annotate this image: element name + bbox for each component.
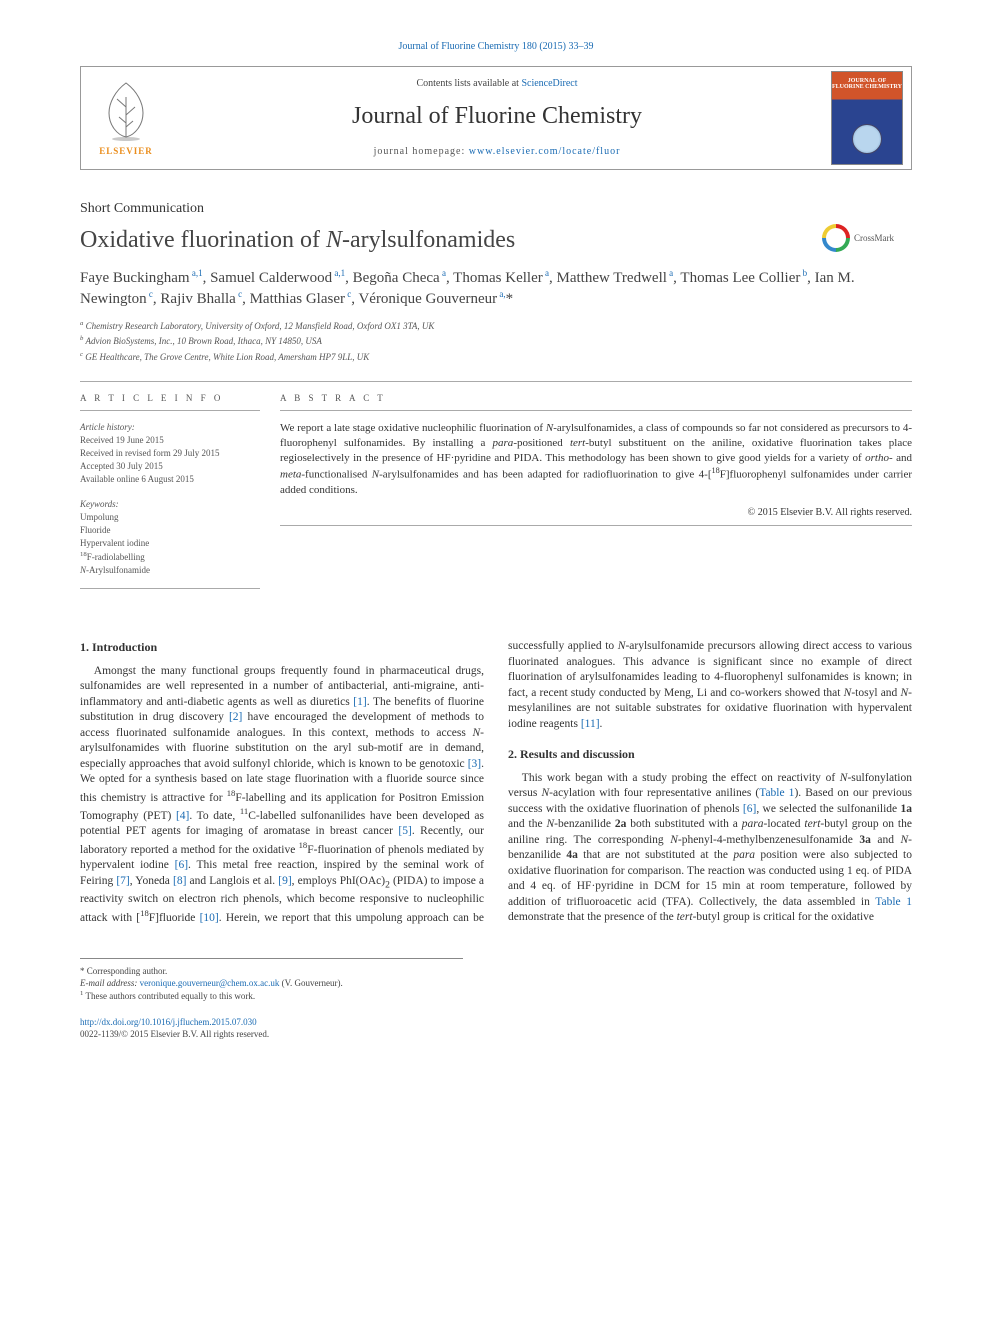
ref-10-link[interactable]: [10]	[200, 911, 219, 923]
history-label: Article history:	[80, 421, 260, 433]
ref-2-link[interactable]: [2]	[229, 711, 242, 723]
issn-line: 0022-1139/© 2015 Elsevier B.V. All right…	[80, 1028, 912, 1040]
contents-line: Contents lists available at ScienceDirec…	[181, 77, 813, 91]
keyword: Fluoride	[80, 524, 260, 536]
homepage-link[interactable]: www.elsevier.com/locate/fluor	[469, 146, 621, 157]
homepage-prefix: journal homepage:	[374, 146, 469, 157]
article-title: Oxidative fluorination of N-arylsulfonam…	[80, 224, 822, 256]
received: Received 19 June 2015	[80, 434, 260, 446]
header-center: Contents lists available at ScienceDirec…	[171, 69, 823, 166]
article-history: Article history: Received 19 June 2015 R…	[80, 421, 260, 486]
elsevier-label: ELSEVIER	[99, 145, 153, 157]
affiliation-b: b Advion BioSystems, Inc., 10 Brown Road…	[80, 334, 912, 347]
accepted: Accepted 30 July 2015	[80, 460, 260, 472]
journal-header: ELSEVIER Contents lists available at Sci…	[80, 66, 912, 170]
keywords-label: Keywords:	[80, 498, 260, 510]
section-1-heading: 1. Introduction	[80, 639, 484, 655]
ref-6-link[interactable]: [6]	[175, 859, 188, 871]
contents-prefix: Contents lists available at	[416, 78, 521, 89]
available-online: Available online 6 August 2015	[80, 473, 260, 485]
corresponding-label: * Corresponding author.	[80, 965, 463, 977]
ref-5-link[interactable]: [5]	[398, 825, 411, 837]
ref-1-link[interactable]: [1]	[353, 696, 366, 708]
email-line: E-mail address: veronique.gouverneur@che…	[80, 977, 463, 989]
journal-title: Journal of Fluorine Chemistry	[181, 100, 813, 132]
keyword: 18F-radiolabelling	[80, 550, 260, 563]
email-label: E-mail address:	[80, 978, 140, 988]
homepage-line: journal homepage: www.elsevier.com/locat…	[181, 145, 813, 159]
article-type: Short Communication	[80, 200, 912, 219]
abstract-text: We report a late stage oxidative nucleop…	[280, 421, 912, 498]
email-who: (V. Gouverneur).	[279, 978, 342, 988]
sciencedirect-link[interactable]: ScienceDirect	[521, 78, 577, 89]
email-link[interactable]: veronique.gouverneur@chem.ox.ac.uk	[140, 978, 280, 988]
rule-info-bottom	[80, 588, 260, 589]
body-text: 1. Introduction Amongst the many functio…	[80, 639, 912, 929]
elsevier-tree-icon	[95, 77, 157, 143]
elsevier-logo: ELSEVIER	[81, 68, 171, 168]
received-revised: Received in revised form 29 July 2015	[80, 447, 260, 459]
affiliation-c: c GE Healthcare, The Grove Centre, White…	[80, 350, 912, 363]
ref-7-link[interactable]: [7]	[116, 875, 129, 887]
crossmark-icon	[822, 224, 850, 252]
keywords: Keywords: Umpolung Fluoride Hypervalent …	[80, 498, 260, 577]
authors: Faye Buckingham a,1, Samuel Calderwood a…	[80, 267, 912, 310]
ref-9-link[interactable]: [9]	[278, 875, 291, 887]
doi-block: http://dx.doi.org/10.1016/j.jfluchem.201…	[80, 1016, 912, 1040]
table-1-link[interactable]: Table 1	[759, 787, 794, 799]
abstract-heading: A B S T R A C T	[280, 392, 912, 404]
cover-seal-icon	[852, 124, 882, 154]
rule-top	[80, 381, 912, 382]
info-heading: A R T I C L E I N F O	[80, 392, 260, 404]
keyword: N-Arylsulfonamide	[80, 564, 260, 576]
ref-3-link[interactable]: [3]	[468, 758, 481, 770]
corresponding-footnote: * Corresponding author. E-mail address: …	[80, 958, 463, 1002]
crossmark-label: CrossMark	[854, 232, 894, 244]
keyword: Hypervalent iodine	[80, 537, 260, 549]
cover-label: JOURNAL OF FLUORINE CHEMISTRY	[832, 78, 902, 91]
journal-cover: JOURNAL OF FLUORINE CHEMISTRY	[831, 71, 903, 165]
table-1b-link[interactable]: Table 1	[875, 896, 912, 908]
ref-4-link[interactable]: [4]	[176, 810, 189, 822]
results-paragraph-1: This work began with a study probing the…	[508, 771, 912, 926]
doi-link[interactable]: http://dx.doi.org/10.1016/j.jfluchem.201…	[80, 1017, 257, 1027]
rule-abstract	[280, 410, 912, 411]
abstract: A B S T R A C T We report a late stage o…	[280, 392, 912, 600]
rule-abstract-bottom	[280, 525, 912, 526]
crossmark-badge[interactable]: CrossMark	[822, 224, 912, 252]
article-info: A R T I C L E I N F O Article history: R…	[80, 392, 260, 600]
affiliation-a: a Chemistry Research Laboratory, Univers…	[80, 319, 912, 332]
affiliations: a Chemistry Research Laboratory, Univers…	[80, 319, 912, 362]
section-2-heading: 2. Results and discussion	[508, 746, 912, 762]
ref-8-link[interactable]: [8]	[173, 875, 186, 887]
abstract-copyright: © 2015 Elsevier B.V. All rights reserved…	[280, 506, 912, 520]
top-citation-link[interactable]: Journal of Fluorine Chemistry 180 (2015)…	[399, 41, 594, 52]
equal-contrib: 1 These authors contributed equally to t…	[80, 989, 463, 1002]
ref-6b-link[interactable]: [6]	[743, 803, 756, 815]
rule-info	[80, 410, 260, 411]
top-citation: Journal of Fluorine Chemistry 180 (2015)…	[80, 40, 912, 54]
keyword: Umpolung	[80, 511, 260, 523]
ref-11-link[interactable]: [11]	[581, 718, 600, 730]
